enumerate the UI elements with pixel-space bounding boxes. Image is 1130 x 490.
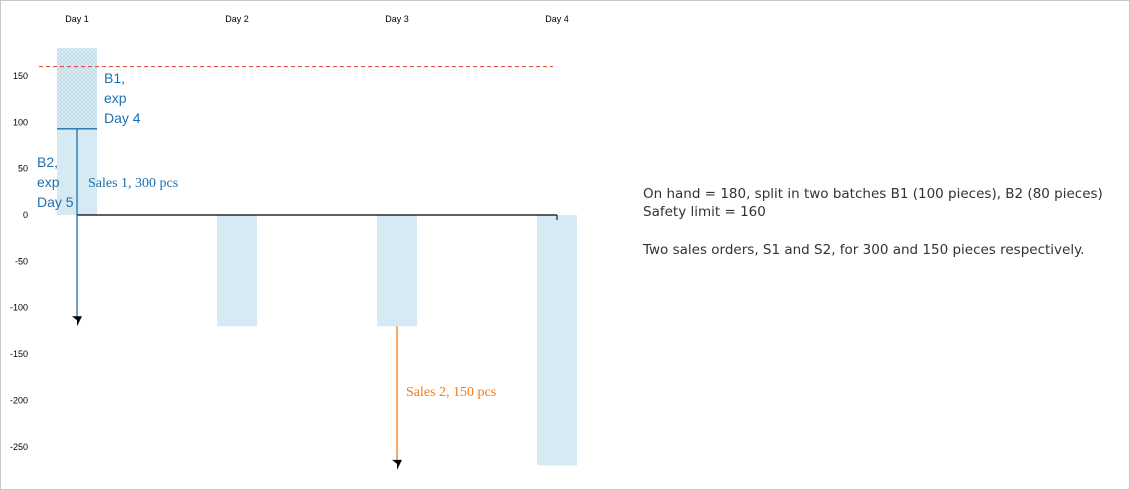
day-label-1: Day 1	[65, 14, 89, 24]
batch-b2-label: exp	[37, 174, 60, 190]
bar-4	[537, 215, 577, 466]
day-label-4: Day 4	[545, 14, 569, 24]
y-tick-label: -250	[10, 442, 28, 452]
sales-arrow-1-label: Sales 1, 300 pcs	[88, 176, 178, 191]
y-tick-label: -200	[10, 395, 28, 405]
bar-3	[377, 215, 417, 327]
bar-2	[217, 215, 257, 327]
y-tick-label: -150	[10, 349, 28, 359]
y-tick-label: -50	[15, 256, 28, 266]
inventory-diagram: 150 100 50 0 -50 -100 -150 -200 -250 Day 1 Day 2 D…	[10, 14, 577, 470]
y-tick-label: 150	[13, 71, 28, 81]
notes-sales-orders: Two sales orders, S1 and S2, for 300 and…	[643, 242, 1085, 258]
y-tick-label: 0	[23, 210, 28, 220]
batch-b2-label: Day 5	[37, 194, 74, 210]
notes-on-hand: On hand = 180, split in two batches B1 (…	[643, 186, 1103, 202]
y-tick-label: 100	[13, 117, 28, 127]
batch-b2-label: B2,	[37, 154, 58, 170]
y-tick-label: -100	[10, 303, 28, 313]
batch-b1-label: Day 4	[104, 110, 141, 126]
batch-b1-label: exp	[104, 90, 127, 106]
y-tick-label: 50	[18, 164, 28, 174]
day-label-3: Day 3	[385, 14, 409, 24]
batch-b1-label: B1,	[104, 70, 125, 86]
notes-panel: On hand = 180, split in two batches B1 (…	[643, 185, 1123, 259]
day-label-2: Day 2	[225, 14, 249, 24]
sales-arrow-2-label: Sales 2, 150 pcs	[406, 385, 496, 400]
notes-safety-limit: Safety limit = 160	[643, 204, 766, 220]
sales-arrow-2-head	[392, 459, 402, 470]
sales-arrow-1-head	[72, 316, 82, 327]
batch-b1-fill	[57, 48, 97, 129]
